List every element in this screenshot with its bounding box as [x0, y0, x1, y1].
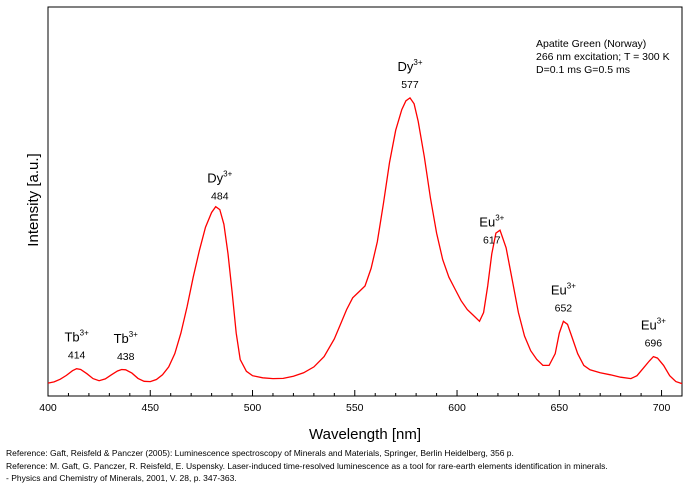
peak-wavelength-label: 652 — [555, 302, 573, 314]
peak-element-label: Dy3+ — [207, 170, 232, 186]
peak-wavelength-label: 414 — [68, 350, 86, 362]
x-tick-label: 450 — [141, 402, 159, 414]
peak-wavelength-label: 438 — [117, 351, 135, 363]
peak-wavelength-label: 617 — [483, 235, 501, 247]
peak-element-label: Tb3+ — [64, 329, 89, 345]
peak-element-label: Tb3+ — [114, 330, 139, 346]
x-axis-label: Wavelength [nm] — [309, 426, 421, 443]
x-axis-tick-labels: 400 450 500 550 600 650 700 — [39, 402, 670, 414]
peak-element-label: Eu3+ — [479, 214, 504, 230]
reference-line-3: - Physics and Chemistry of Minerals, 200… — [6, 473, 237, 483]
reference-line-2: Reference: M. Gaft, G. Panczer, R. Reisf… — [6, 460, 608, 471]
peak-annotations: Tb3+ 414 Tb3+ 438 Dy3+ 484 Dy3+ 577 Eu3+ 617 Eu3+ 6… — [64, 58, 666, 363]
peak-element-label: Eu3+ — [551, 281, 576, 297]
info-box: Apatite Green (Norway) 266 nm excitation… — [536, 38, 670, 76]
x-axis-ticks — [47, 390, 683, 396]
reference-line-1: Reference: Gaft, Reisfeld & Panczer (200… — [6, 448, 514, 458]
x-tick-label: 500 — [244, 402, 262, 414]
x-tick-label: 650 — [551, 402, 569, 414]
peak-wavelength-label: 577 — [401, 79, 419, 91]
peak-wavelength-label: 484 — [211, 191, 229, 203]
references: Reference: Gaft, Reisfeld & Panczer (200… — [6, 447, 696, 485]
spectrum-line — [47, 96, 683, 385]
peak-element-label: Dy3+ — [397, 58, 422, 74]
x-tick-label: 400 — [39, 402, 57, 414]
x-tick-label: 700 — [653, 402, 671, 414]
info-line-1: Apatite Green (Norway) — [536, 38, 646, 50]
peak-element-label: Eu3+ — [641, 317, 666, 333]
peak-wavelength-label: 696 — [645, 338, 663, 350]
info-line-3: D=0.1 ms G=0.5 ms — [536, 64, 630, 76]
info-line-2: 266 nm excitation; T = 300 K — [536, 51, 670, 63]
y-axis-label: Intensity [a.u.] — [25, 153, 42, 246]
x-tick-label: 550 — [346, 402, 364, 414]
x-tick-label: 600 — [448, 402, 466, 414]
plot-frame — [47, 6, 683, 397]
